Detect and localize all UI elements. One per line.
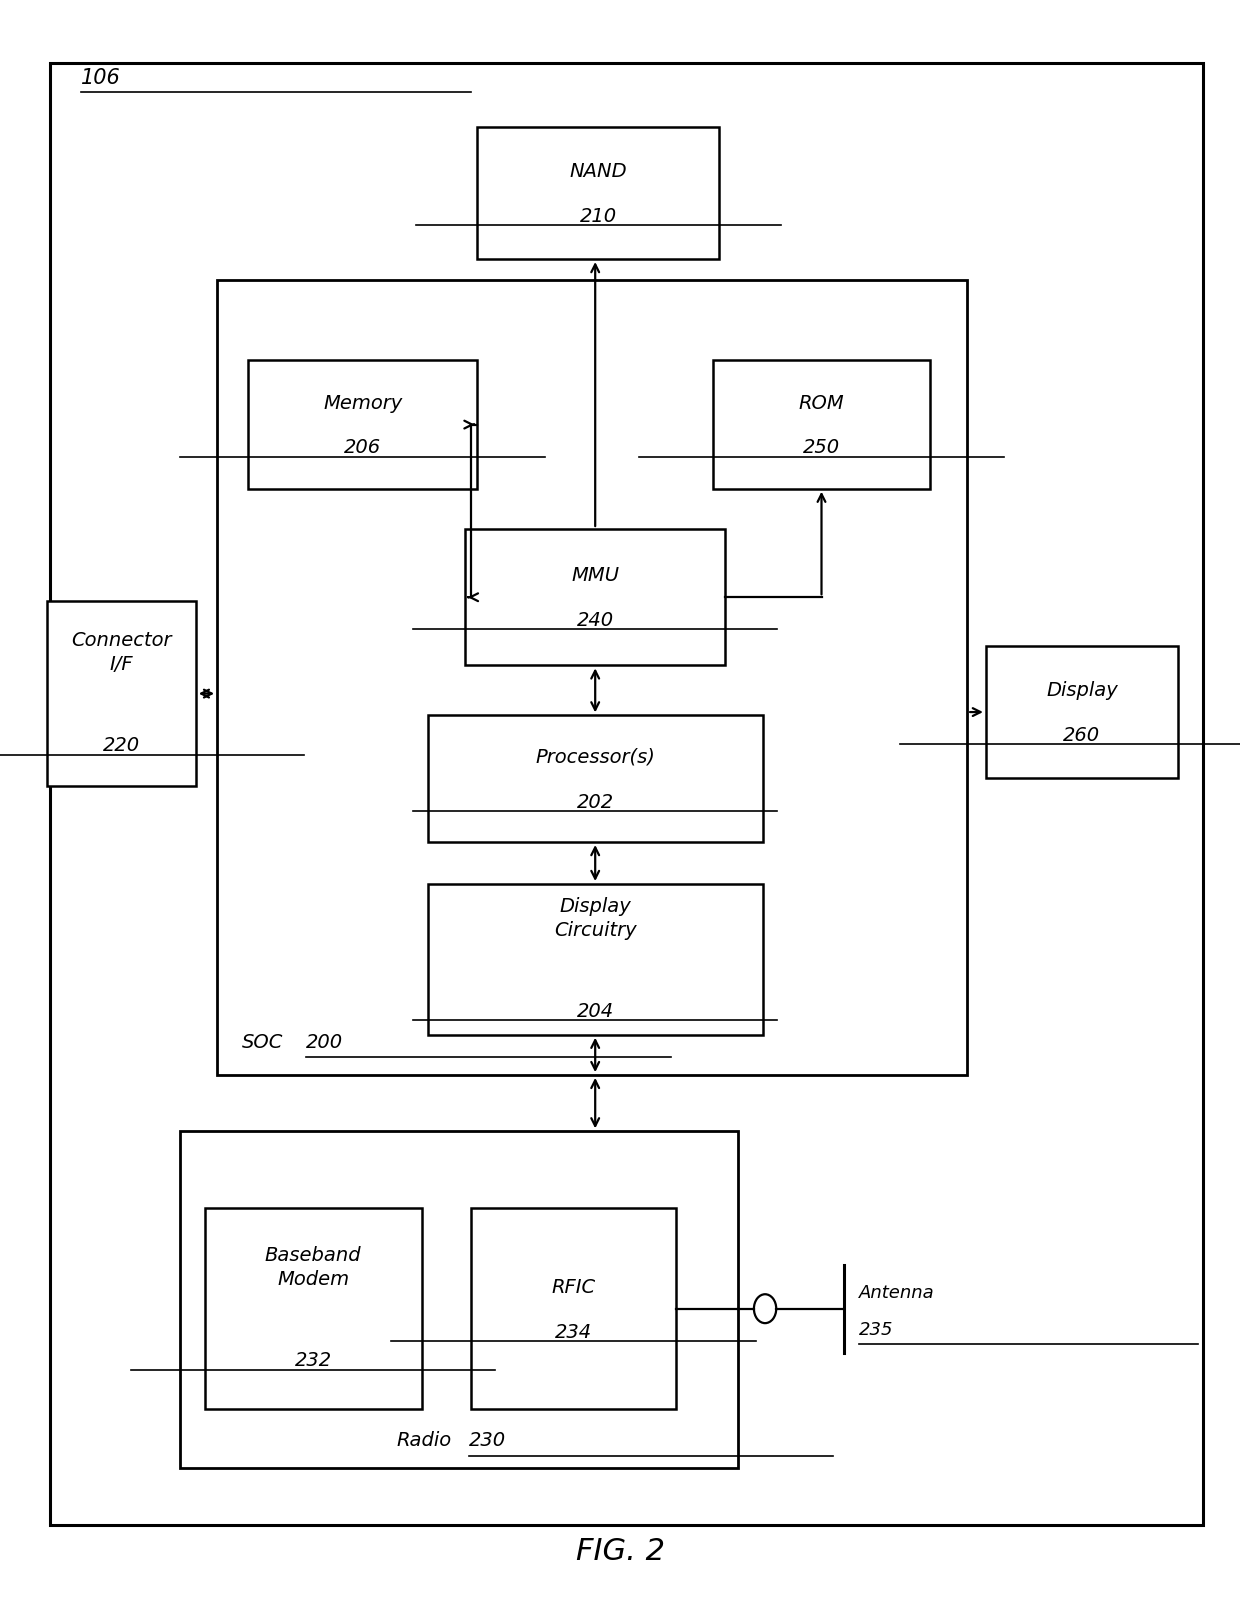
Text: Display
Circuitry: Display Circuitry — [554, 897, 636, 939]
Bar — [180, 1132, 738, 1469]
Text: 210: 210 — [580, 207, 616, 226]
Text: Connector
I/F: Connector I/F — [71, 631, 172, 674]
Text: 206: 206 — [345, 438, 381, 457]
Text: 204: 204 — [577, 1002, 614, 1021]
Text: NAND: NAND — [569, 162, 627, 181]
Bar — [428, 884, 763, 1035]
Text: 200: 200 — [306, 1032, 343, 1051]
Text: Antenna: Antenna — [859, 1282, 935, 1300]
Text: 202: 202 — [577, 793, 614, 811]
Text: 232: 232 — [295, 1351, 331, 1369]
Text: Radio: Radio — [397, 1430, 451, 1449]
Text: SOC: SOC — [242, 1032, 283, 1051]
Text: 235: 235 — [859, 1319, 894, 1339]
Text: 260: 260 — [1064, 725, 1100, 745]
Bar — [428, 716, 763, 843]
Bar — [471, 1209, 676, 1409]
Text: Baseband
Modem: Baseband Modem — [265, 1245, 361, 1287]
Bar — [47, 602, 196, 786]
Text: MMU: MMU — [572, 567, 619, 586]
Text: RFIC: RFIC — [552, 1278, 595, 1297]
Text: Processor(s): Processor(s) — [536, 748, 655, 767]
Bar — [465, 530, 725, 666]
Text: 220: 220 — [103, 735, 140, 754]
Text: 230: 230 — [469, 1430, 506, 1449]
Bar — [713, 361, 930, 490]
Text: Memory: Memory — [324, 393, 402, 412]
Bar — [986, 647, 1178, 778]
Bar — [248, 361, 477, 490]
Text: 106: 106 — [81, 69, 120, 88]
Bar — [217, 281, 967, 1075]
Bar — [477, 128, 719, 260]
Text: 234: 234 — [556, 1323, 591, 1340]
Text: 250: 250 — [804, 438, 839, 457]
Text: Display: Display — [1047, 681, 1117, 700]
Text: ROM: ROM — [799, 393, 844, 412]
Text: FIG. 2: FIG. 2 — [575, 1536, 665, 1565]
Bar — [205, 1209, 422, 1409]
Text: 240: 240 — [577, 612, 614, 629]
